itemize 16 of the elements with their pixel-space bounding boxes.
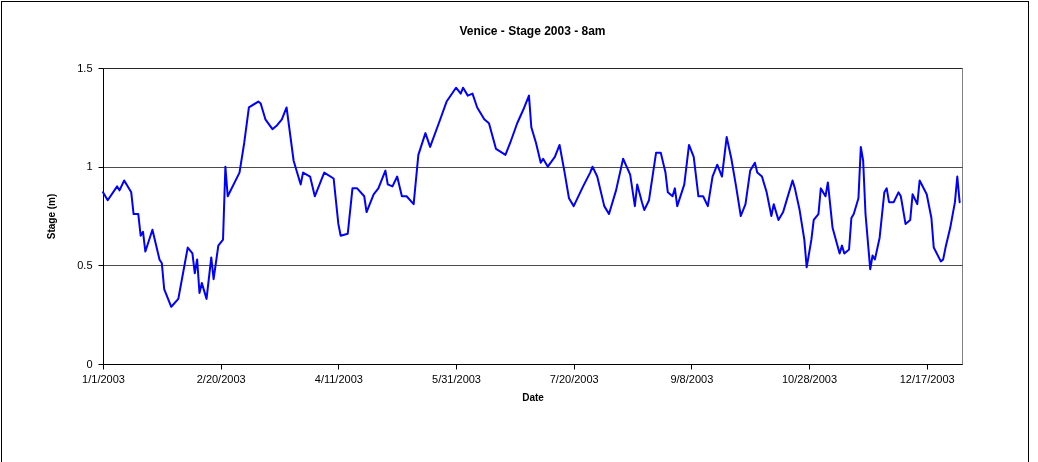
- y-tick-label: 1.5: [77, 61, 93, 74]
- chart-title: Venice - Stage 2003 - 8am: [459, 24, 606, 38]
- x-tick-label: 1/1/2003: [82, 372, 125, 385]
- y-axis-title: Stage (m): [46, 193, 58, 240]
- x-tick-label: 7/20/2003: [549, 372, 599, 385]
- y-tick-label: 0: [86, 357, 93, 370]
- x-tick-label: 9/8/2003: [670, 372, 714, 385]
- x-axis-title: Date: [522, 391, 545, 403]
- x-tick-label: 5/31/2003: [432, 372, 481, 385]
- y-tick-label: 1: [86, 160, 93, 173]
- line-series: [102, 86, 961, 308]
- x-tick-label: 10/28/2003: [782, 372, 838, 385]
- x-tick-label: 2/20/2003: [196, 372, 246, 385]
- x-tick-label: 4/11/2003: [314, 372, 363, 385]
- x-tick-label: 12/17/2003: [899, 372, 955, 385]
- y-tick-label: 0.5: [77, 258, 93, 271]
